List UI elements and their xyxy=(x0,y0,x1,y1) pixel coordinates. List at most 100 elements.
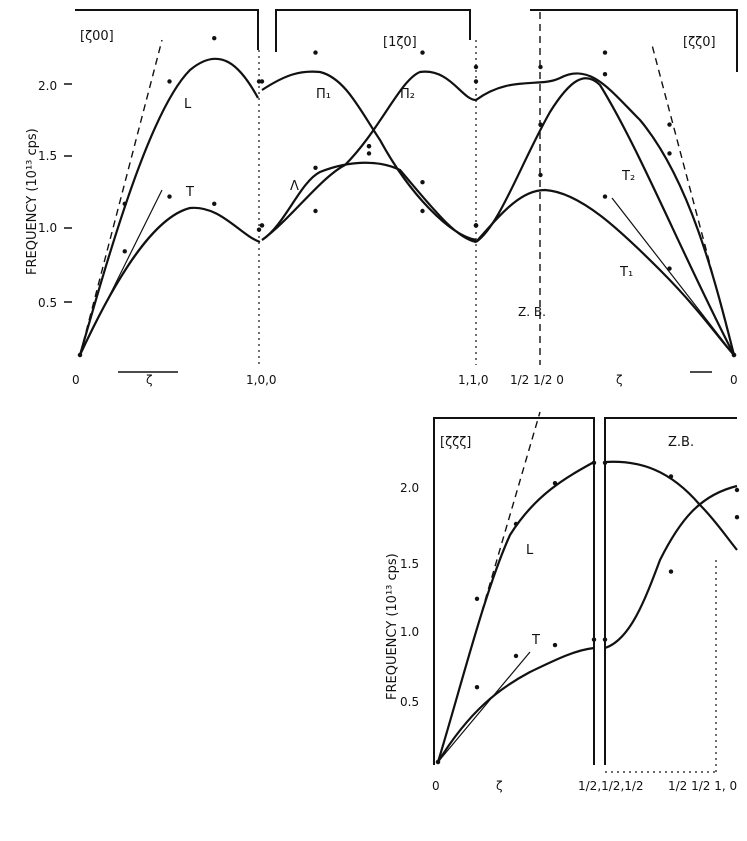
x-tick-label: ζ xyxy=(496,779,503,793)
annotation-lambda: Λ xyxy=(290,179,299,194)
annotation-T2: T₂ xyxy=(621,169,635,184)
direction-label: [ζζ0] xyxy=(683,35,716,50)
data-point xyxy=(259,223,265,228)
annotation-L: L xyxy=(184,97,192,112)
curve-T-zeta00 xyxy=(79,206,261,356)
sound-velocity-line xyxy=(79,39,163,356)
data-point xyxy=(538,172,543,178)
data-point xyxy=(734,487,740,493)
curve-T-zetazetazeta xyxy=(437,646,595,763)
data-point xyxy=(552,481,558,486)
data-point xyxy=(420,50,425,55)
data-point xyxy=(77,352,83,358)
data-point xyxy=(167,194,172,199)
x-tick-label: 0 xyxy=(72,373,80,387)
frame-1zeta0 xyxy=(275,9,471,52)
data-point xyxy=(473,79,479,84)
y-axis-label: FREQUENCY (10¹³ cps) xyxy=(385,553,400,700)
x-tick-label: ζ xyxy=(146,373,153,387)
data-point xyxy=(313,50,318,55)
annotation-zb: Z. B. xyxy=(518,305,546,319)
annotation-L-bottom: L xyxy=(526,543,534,558)
y-tick-label: 2.0 xyxy=(38,79,57,93)
data-point xyxy=(167,79,172,84)
data-point xyxy=(259,79,265,84)
curve-pi1 xyxy=(261,70,477,242)
data-point xyxy=(474,685,480,690)
annotation-pi1: Π₁ xyxy=(316,87,331,102)
frame-zeta00 xyxy=(75,9,259,50)
data-point xyxy=(122,249,127,254)
x-tick-label: 1,1,0 xyxy=(458,373,489,387)
data-point xyxy=(212,36,217,41)
curve-pi2 xyxy=(261,70,477,241)
data-point xyxy=(420,208,425,214)
y-tick-label: 0.5 xyxy=(400,695,419,709)
x-tick-label: 0 xyxy=(432,779,440,793)
data-point-markers xyxy=(77,36,740,765)
data-point xyxy=(366,151,372,156)
data-point xyxy=(474,596,480,601)
data-point xyxy=(591,460,597,465)
data-point xyxy=(538,64,543,70)
data-point xyxy=(734,515,740,520)
annotation-pi2: Π₂ xyxy=(400,87,415,102)
direction-label: Z.B. xyxy=(668,435,694,450)
data-point xyxy=(256,227,262,232)
x-tick-label: 1/2,1/2,1/2 xyxy=(578,779,644,793)
data-point xyxy=(602,194,608,199)
frame-zb xyxy=(604,417,737,765)
data-point xyxy=(366,144,372,149)
direction-label: [ζ00] xyxy=(80,29,114,44)
direction-label: [1ζ0] xyxy=(383,35,417,50)
bottom-dispersion-panel: [ζζζ] Z.B. FREQUENCY (10¹³ cps) 0.5 1.0 … xyxy=(385,411,738,793)
curve-upper-zetazeta0 xyxy=(475,72,736,356)
y-tick-label: 1.0 xyxy=(400,625,419,639)
curve-upper-zb xyxy=(604,460,738,551)
data-point xyxy=(602,460,608,465)
y-tick-label: 1.0 xyxy=(38,221,57,235)
data-point xyxy=(731,352,737,358)
data-point xyxy=(435,759,441,765)
data-point xyxy=(513,653,519,659)
data-point xyxy=(122,201,127,206)
data-point xyxy=(602,72,608,77)
curve-L-zeta00 xyxy=(78,57,259,356)
annotation-T: T xyxy=(185,185,194,200)
y-tick-label: 1.5 xyxy=(400,557,419,571)
x-tick-label: 1/2 1/2 0 xyxy=(510,373,564,387)
data-point xyxy=(473,223,479,228)
y-tick-label: 0.5 xyxy=(38,296,57,310)
data-point xyxy=(473,64,479,70)
annotation-T1: T₁ xyxy=(619,265,633,280)
x-tick-label: 0 xyxy=(730,373,738,387)
y-tick-marks xyxy=(64,83,72,303)
sound-velocity-line xyxy=(437,651,531,763)
data-point xyxy=(667,151,672,156)
direction-label: [ζζζ] xyxy=(440,435,471,450)
curve-lower-zb xyxy=(604,484,738,650)
curve-L-zetazetazeta xyxy=(436,461,595,763)
data-point xyxy=(668,474,674,479)
curve-T1-zetazeta0 xyxy=(475,188,735,356)
data-point xyxy=(538,122,543,127)
data-point xyxy=(667,122,672,127)
annotation-T-bottom: T xyxy=(531,633,540,648)
data-point xyxy=(212,201,217,206)
x-tick-label: ζ xyxy=(616,373,623,387)
y-tick-label: 2.0 xyxy=(400,481,419,495)
x-tick-label: 1,0,0 xyxy=(246,373,277,387)
curve-T2-zetazeta0 xyxy=(475,77,735,356)
data-point xyxy=(313,165,318,170)
data-point xyxy=(667,266,672,271)
frame-zetazetazeta xyxy=(433,417,595,765)
data-point xyxy=(513,521,519,527)
data-point xyxy=(420,180,425,185)
x-tick-label: 1/2 1/2 1, 0 xyxy=(668,779,737,793)
y-tick-label: 1.5 xyxy=(38,149,57,163)
data-point xyxy=(313,208,318,214)
data-point xyxy=(591,637,597,642)
frame-zetazeta0 xyxy=(530,9,738,72)
data-point xyxy=(552,642,558,648)
